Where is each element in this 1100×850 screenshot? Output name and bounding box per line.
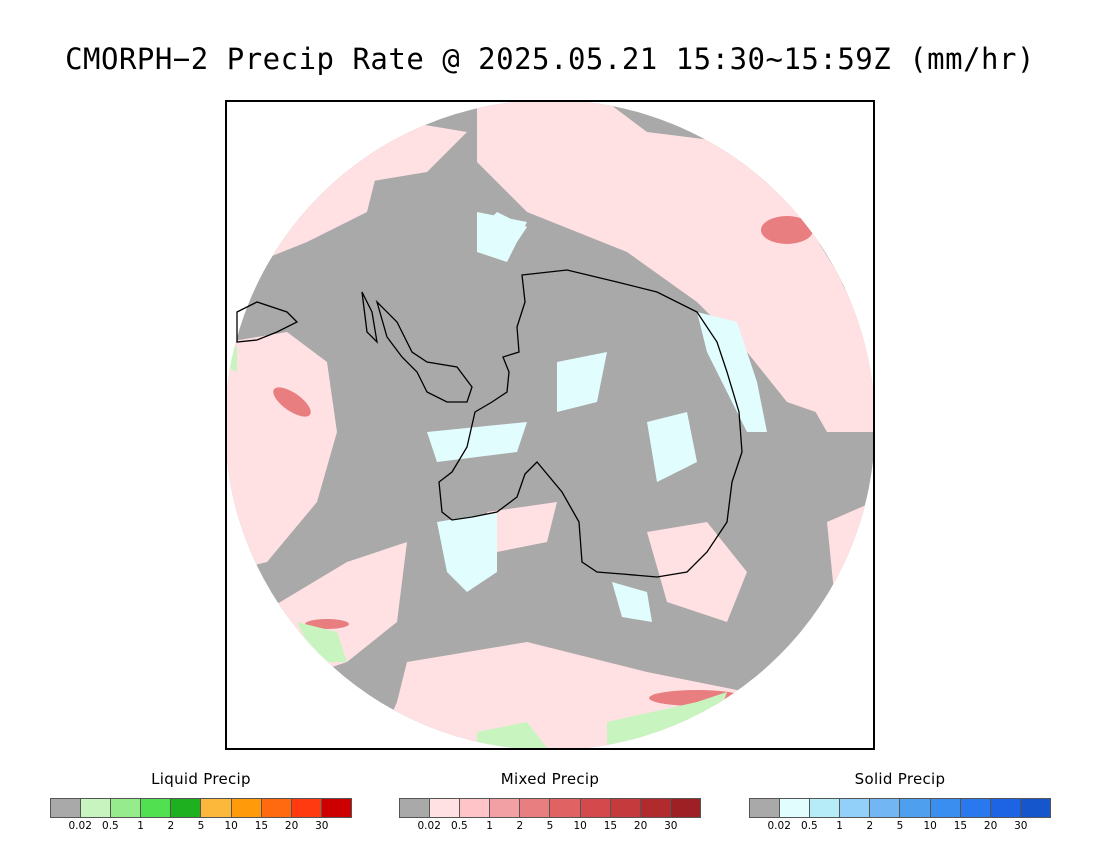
- legend-tick-label: 2: [516, 820, 524, 832]
- legend-swatch: [520, 799, 551, 817]
- solid-precip-areas: [427, 212, 767, 622]
- legend-tick-label: 2: [167, 820, 175, 832]
- legend-swatch: [231, 799, 262, 817]
- legend-tick-label: 0.5: [451, 820, 468, 832]
- mixed-precip-legend: Mixed Precip 0.02 0.5 1 2 5 10 15 20 30: [399, 770, 701, 832]
- legend-swatch: [171, 799, 202, 817]
- legend-tick-label: 10: [573, 820, 587, 832]
- legend-tick-label: 0.02: [68, 820, 92, 832]
- liquid-precip-legend: Liquid Precip 0.02 0.5 1 2 5 10 15 20 30: [50, 770, 352, 832]
- color-bar: [50, 798, 352, 818]
- legend-tick-label: 2: [866, 820, 874, 832]
- legend-tick-label: 0.5: [801, 820, 818, 832]
- color-bar: [399, 798, 701, 818]
- legend-swatch: [201, 799, 232, 817]
- legend-swatch: [430, 799, 461, 817]
- legend-tick-label: 30: [664, 820, 678, 832]
- polar-map: [225, 100, 875, 750]
- legend-swatch: [490, 799, 521, 817]
- tick-labels: 0.02 0.5 1 2 5 10 15 20 30: [749, 818, 1051, 832]
- legend-tick-label: 0.02: [417, 820, 441, 832]
- map-title: CMORPH−2 Precip Rate @ 2025.05.21 15:30~…: [65, 42, 1035, 76]
- legend-tick-label: 15: [603, 820, 618, 832]
- tick-labels: 0.02 0.5 1 2 5 10 15 20 30: [399, 818, 701, 832]
- legend-swatch: [670, 799, 700, 817]
- legend-tick-label: 20: [284, 820, 299, 832]
- legend-swatch: [930, 799, 961, 817]
- legend-swatch: [400, 799, 431, 817]
- legend-swatch: [610, 799, 641, 817]
- legend-swatch: [321, 799, 351, 817]
- legend-tick-label: 10: [224, 820, 238, 832]
- legend-tick-label: 5: [546, 820, 554, 832]
- legend-swatch: [810, 799, 841, 817]
- legend-title: Mixed Precip: [500, 770, 600, 788]
- legend-swatch: [141, 799, 172, 817]
- tick-labels: 0.02 0.5 1 2 5 10 15 20 30: [50, 818, 352, 832]
- legend-swatch: [840, 799, 871, 817]
- legend-swatch: [900, 799, 931, 817]
- solid-precip-legend: Solid Precip 0.02 0.5 1 2 5 10 15 20 30: [749, 770, 1051, 832]
- legend-tick-label: 1: [137, 820, 144, 832]
- legend-title: Liquid Precip: [151, 770, 251, 788]
- legend-tick-label: 30: [315, 820, 329, 832]
- legend-tick-label: 10: [923, 820, 937, 832]
- legend-tick-label: 30: [1014, 820, 1028, 832]
- legend-swatch: [261, 799, 292, 817]
- legend-tick-label: 1: [486, 820, 493, 832]
- legend-swatch: [640, 799, 671, 817]
- legend-swatch: [81, 799, 112, 817]
- legend-swatch: [780, 799, 811, 817]
- antarctica-coastline: [236, 269, 743, 578]
- legend-swatch: [960, 799, 991, 817]
- legend-swatch: [1020, 799, 1050, 817]
- color-bar: [749, 798, 1051, 818]
- legend-tick-label: 1: [836, 820, 843, 832]
- legend-swatch: [460, 799, 491, 817]
- legend-tick-label: 15: [953, 820, 968, 832]
- legend-tick-label: 20: [633, 820, 648, 832]
- legend-tick-label: 5: [197, 820, 205, 832]
- legend-swatch: [870, 799, 901, 817]
- legend-swatch: [111, 799, 142, 817]
- legend-swatch: [580, 799, 611, 817]
- legend-swatch: [51, 799, 82, 817]
- legend-tick-label: 15: [254, 820, 269, 832]
- legend-tick-label: 20: [983, 820, 998, 832]
- legend-swatch: [550, 799, 581, 817]
- precip-map-svg: [227, 102, 873, 748]
- legend-swatch: [750, 799, 781, 817]
- legend-tick-label: 0.02: [767, 820, 791, 832]
- legend-title: Solid Precip: [854, 770, 946, 788]
- legend-swatch: [291, 799, 322, 817]
- legend-tick-label: 0.5: [102, 820, 119, 832]
- legend-tick-label: 5: [896, 820, 904, 832]
- legend-swatch: [990, 799, 1021, 817]
